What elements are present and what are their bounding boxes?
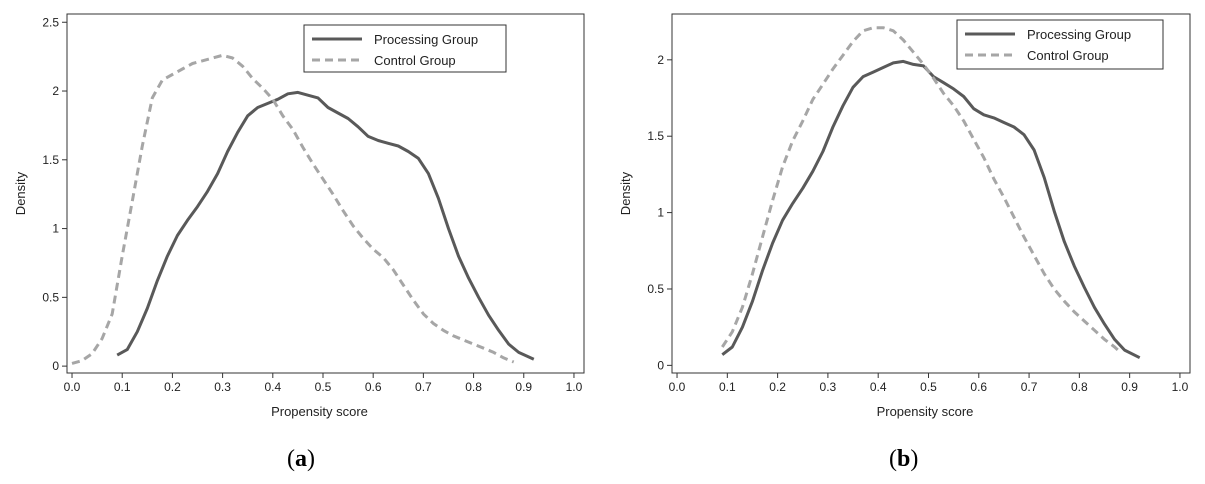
x-tick-label: 0.9: [1121, 380, 1138, 394]
x-tick-label: 0.2: [164, 380, 181, 394]
x-tick-label: 0.4: [264, 380, 281, 394]
y-tick-label: 2.5: [42, 15, 59, 29]
x-tick-label: 0.3: [214, 380, 231, 394]
x-axis-label: Propensity score: [271, 404, 368, 419]
legend-box: [303, 24, 507, 73]
legend-label: Processing Group: [374, 32, 478, 47]
x-tick-label: 0.3: [820, 380, 837, 394]
series-line-control-group: [71, 53, 515, 365]
panel-label-a: (a): [287, 446, 315, 472]
legend: Processing Group Control Group: [303, 24, 507, 73]
legend: Processing Group Control Group: [956, 19, 1164, 70]
y-tick-label: 0.5: [42, 290, 59, 304]
y-axis-label: Density: [618, 171, 633, 215]
y-tick-label: 0.5: [647, 282, 664, 296]
x-axis-label: Propensity score: [877, 404, 974, 419]
x-tick-label: 0.7: [415, 380, 432, 394]
x-tick-label: 0.5: [920, 380, 937, 394]
y-tick-label: 1: [52, 222, 59, 236]
y-tick-label: 1.5: [42, 153, 59, 167]
legend-label: Control Group: [374, 53, 456, 68]
x-tick-label: 0.8: [465, 380, 482, 394]
legend-label: Processing Group: [1027, 27, 1131, 42]
x-tick-label: 1.0: [566, 380, 583, 394]
x-tick-label: 0.6: [970, 380, 987, 394]
x-tick-label: 0.0: [64, 380, 81, 394]
x-tick-label: 0.0: [669, 380, 686, 394]
x-tick-label: 0.6: [365, 380, 382, 394]
series-line-control-group: [721, 26, 1121, 353]
chart-panel-a: 0.0 0.1 0.2 0.3 0.4 0.5 0.6 0.7 0.8 0.9 1.0 0 0.5 1 1.…: [13, 13, 585, 419]
x-tick-label: 0.8: [1071, 380, 1088, 394]
x-tick-label: 0.9: [515, 380, 532, 394]
y-tick-label: 1.5: [647, 129, 664, 143]
y-tick-label: 0: [657, 358, 664, 372]
x-tick-label: 1.0: [1172, 380, 1189, 394]
y-tick-label: 2: [657, 53, 664, 67]
y-tick-label: 0: [52, 359, 59, 373]
y-tick-label: 2: [52, 84, 59, 98]
x-tick-label: 0.2: [769, 380, 786, 394]
legend-label: Control Group: [1027, 48, 1109, 63]
plot-frame: [671, 13, 1191, 374]
series-line-processing-group: [116, 90, 535, 361]
x-tick-label: 0.1: [114, 380, 131, 394]
x-tick-label: 0.4: [870, 380, 887, 394]
panel-label-b: (b): [889, 446, 919, 472]
chart-panel-b: 0.0 0.1 0.2 0.3 0.4 0.5 0.6 0.7 0.8 0.9 1.0 0 0.5 1 1.…: [618, 13, 1191, 419]
x-tick-label: 0.1: [719, 380, 736, 394]
y-tick-label: 1: [657, 206, 664, 220]
legend-box: [956, 19, 1164, 70]
x-tick-label: 0.7: [1021, 380, 1038, 394]
y-axis-label: Density: [13, 171, 28, 215]
plot-frame: [66, 13, 585, 374]
x-tick-label: 0.5: [315, 380, 332, 394]
